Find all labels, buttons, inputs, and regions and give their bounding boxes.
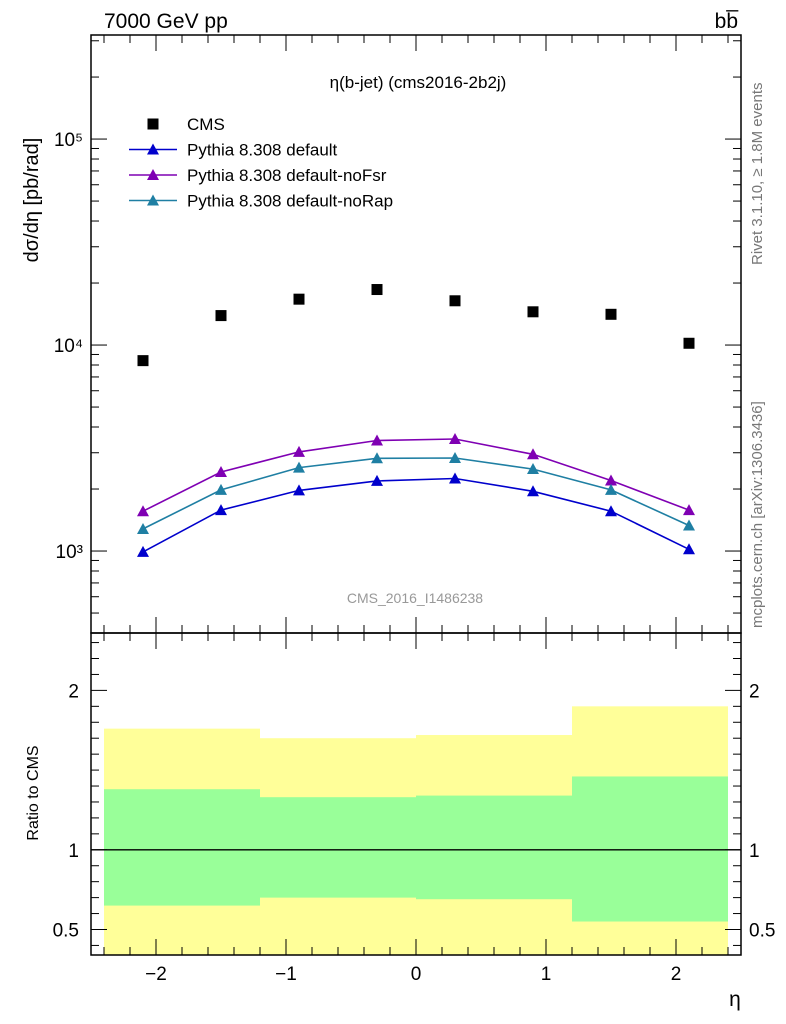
ratio-y-tick-label-left: 2	[68, 681, 79, 702]
series-point-1	[215, 504, 227, 516]
mcplots-label: mcplots.cern.ch [arXiv:1306.3436]	[749, 401, 766, 628]
series-point-2	[683, 504, 695, 516]
legend-marker	[147, 118, 159, 130]
series-point-2	[371, 434, 383, 446]
series-point-1	[449, 472, 461, 484]
ratio-y-tick-label-right: 0.5	[749, 920, 775, 941]
ratio-inner-band	[260, 797, 416, 898]
series-point-3	[605, 483, 617, 495]
ratio-y-tick-label-left: 1	[68, 841, 79, 862]
series-point-3	[215, 483, 227, 495]
x-tick-label: 1	[541, 964, 552, 985]
legend-label: CMS	[187, 115, 225, 134]
ratio-y-tick-labels: 0.5 0.5 1 1 2 2	[53, 681, 776, 941]
ratio-y-tick-label-left: 0.5	[53, 920, 79, 941]
ratio-inner-band	[416, 795, 572, 900]
series-point-3	[137, 522, 149, 534]
series-point-2	[293, 445, 305, 457]
series-line-2	[142, 438, 690, 512]
cms-data-point	[371, 284, 383, 296]
x-tick-label: −2	[145, 964, 167, 985]
series-point-2	[137, 505, 149, 517]
legend-label: Pythia 8.308 default	[187, 141, 338, 160]
series-line-3	[142, 457, 690, 530]
series-point-1	[371, 474, 383, 486]
x-axis-label: η	[729, 988, 741, 1011]
series-point-1	[605, 505, 617, 517]
series-point-2	[215, 465, 227, 477]
ratio-panel: 0.5 0.5 1 1 2 2 −2 −1 0 1 2 Ratio to CMS η	[25, 632, 776, 1011]
main-y-tick-labels: 10³ 10⁴ 10⁵	[54, 130, 83, 563]
cms-data-point	[137, 355, 149, 367]
ratio-inner-band	[104, 789, 260, 906]
energy-label: 7000 GeV pp	[104, 10, 228, 33]
main-y-tick-label: 10⁴	[54, 336, 83, 357]
main-y-tick-label: 10³	[56, 542, 83, 563]
legend-label: Pythia 8.308 default-noRap	[187, 192, 393, 211]
series-point-3	[527, 463, 539, 475]
legend-label: Pythia 8.308 default-noFsr	[187, 166, 387, 185]
cms-data-point	[527, 306, 539, 318]
legend-marker	[147, 194, 159, 206]
main-y-tick-label: 10⁵	[54, 130, 83, 151]
cms-data-point	[683, 337, 695, 349]
analysis-watermark: CMS_2016_I1486238	[347, 590, 483, 606]
x-tick-label: 0	[411, 964, 422, 985]
series-line-1	[142, 477, 690, 553]
main-series-markers	[137, 284, 695, 557]
series-point-3	[683, 519, 695, 531]
x-tick-label: −1	[275, 964, 297, 985]
series-point-1	[683, 543, 695, 555]
ratio-uncertainty-bands	[104, 706, 728, 955]
legend-marker	[147, 169, 159, 180]
ratio-y-tick-label-right: 1	[749, 841, 760, 862]
series-point-3	[449, 451, 461, 463]
x-tick-label: 2	[671, 964, 682, 985]
series-point-2	[527, 448, 539, 460]
ratio-y-tick-label-right: 2	[749, 681, 760, 702]
cms-data-point	[605, 308, 617, 320]
cms-data-point	[293, 293, 305, 305]
main-panel: 10³ 10⁴ 10⁵ dσ/dη [pb/rad] η(b-jet) (cms20…	[21, 34, 742, 634]
process-label: bb̅	[715, 10, 740, 33]
legend-marker	[147, 143, 159, 155]
series-point-1	[527, 485, 539, 497]
ratio-y-axis-label: Ratio to CMS	[25, 745, 42, 840]
cms-data-point	[449, 295, 461, 307]
rivet-version-label: Rivet 3.1.10, ≥ 1.8M events	[749, 83, 766, 266]
series-point-3	[293, 461, 305, 473]
series-point-3	[371, 452, 383, 464]
series-point-1	[137, 545, 149, 557]
main-series-lines	[142, 438, 690, 553]
ratio-axis-ticks	[91, 633, 741, 955]
legend: CMS Pythia 8.308 default Pythia 8.308 defa…	[129, 115, 393, 211]
main-y-axis-label: dσ/dη [pb/rad]	[21, 138, 43, 263]
ratio-x-tick-labels: −2 −1 0 1 2	[145, 964, 681, 985]
main-chart-title: η(b-jet) (cms2016-2b2j)	[330, 73, 507, 92]
cms-data-point	[215, 310, 227, 322]
series-point-1	[293, 484, 305, 496]
ratio-inner-band	[572, 776, 728, 922]
series-point-2	[449, 432, 461, 444]
series-point-2	[605, 474, 617, 486]
